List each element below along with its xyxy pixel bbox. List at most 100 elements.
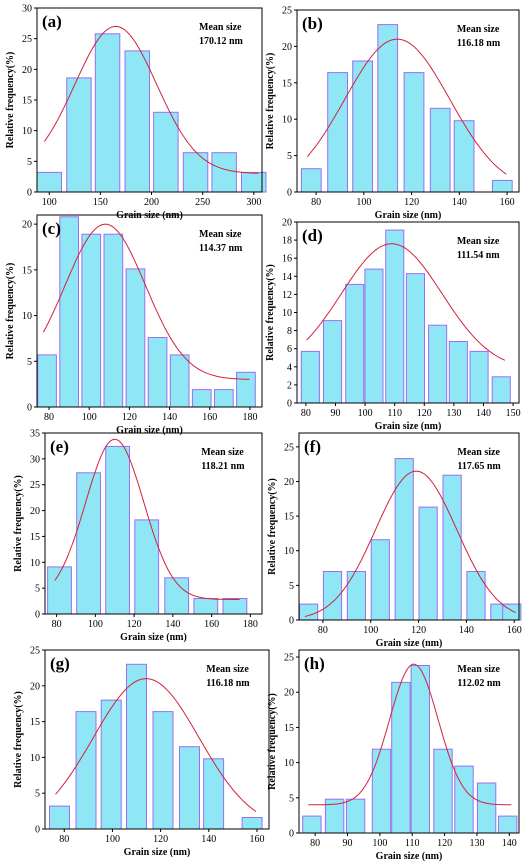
histogram-bar [300, 350, 320, 404]
gaussian-fit-line [304, 470, 516, 617]
mean-size-label: Mean size [199, 229, 242, 240]
y-tick-label: 25 [30, 646, 40, 657]
mean-size-label: Mean size [201, 447, 244, 458]
histogram-bar [191, 389, 212, 408]
panel-label: (a) [42, 12, 62, 31]
mean-size-label: Mean size [206, 664, 249, 675]
histogram-bar [211, 152, 237, 193]
histogram-bar [94, 33, 121, 193]
plot-frame [44, 432, 263, 615]
y-tick-label: 20 [22, 65, 32, 76]
histogram-bar [241, 817, 263, 830]
chart-panel-7: 80 100 120 140 160 0 5 10 15 20 25 Grain size (nm) R… [13, 646, 270, 858]
histogram-bar [371, 748, 392, 834]
x-tick-label: 120 [122, 412, 137, 423]
histogram-bar [169, 354, 190, 408]
histogram-bar [385, 229, 405, 404]
plot-frame [298, 432, 520, 621]
y-tick-label: 5 [287, 151, 292, 162]
y-tick-label: 30 [22, 4, 32, 15]
gaussian-fit-line [43, 25, 259, 174]
gaussian-fit-line [54, 438, 240, 600]
y-tick-label: 15 [284, 512, 294, 523]
histogram-bar [403, 72, 425, 193]
y-tick-label: 0 [35, 610, 40, 621]
x-axis-title: Grain size (nm) [120, 632, 187, 643]
histogram-bar [152, 711, 174, 830]
histogram-bar [410, 665, 431, 834]
y-axis-title: Relative frequency(%) [267, 478, 278, 575]
x-tick-label: 80 [301, 408, 311, 419]
panel-label: (f) [304, 437, 321, 456]
mean-size-label: Mean size [457, 664, 500, 675]
mean-size-value: 114.37 nm [199, 243, 243, 254]
mean-size-value: 118.21 nm [201, 461, 245, 472]
y-tick-label: 10 [282, 308, 292, 319]
y-tick-label: 15 [22, 265, 32, 276]
histogram-bar [498, 815, 518, 834]
x-tick-label: 90 [343, 838, 353, 849]
x-tick-label: 100 [88, 619, 103, 630]
plot-frame [298, 649, 520, 834]
mean-size-value: 170.12 nm [199, 36, 244, 47]
x-tick-label: 110 [387, 408, 402, 419]
mean-size-value: 116.18 nm [206, 678, 250, 689]
x-tick-label: 80 [311, 197, 321, 208]
x-tick-label: 100 [363, 625, 378, 636]
gaussian-fit-line [55, 678, 257, 813]
panel-label: (b) [302, 14, 323, 33]
x-tick-label: 120 [404, 197, 419, 208]
histogram-bar [236, 371, 256, 408]
y-tick-label: 12 [282, 290, 292, 301]
y-tick-label: 15 [30, 717, 40, 728]
y-tick-label: 15 [282, 78, 292, 89]
mean-size-label: Mean size [457, 236, 500, 247]
x-tick-label: 80 [59, 834, 69, 845]
y-tick-label: 25 [284, 442, 294, 453]
histogram-bar [476, 782, 497, 834]
histogram-bar [405, 273, 425, 404]
histogram-bar [36, 171, 62, 193]
y-tick-label: 16 [282, 254, 292, 265]
x-tick-label: 120 [417, 408, 432, 419]
x-axis-title: Grain size (nm) [375, 421, 442, 432]
y-tick-label: 15 [22, 96, 32, 107]
x-tick-label: 140 [162, 412, 177, 423]
histogram-bar [345, 283, 365, 404]
histogram-bar [394, 458, 414, 621]
histogram-bar [391, 681, 411, 834]
y-axis-title: Relative frequency(%) [13, 475, 24, 572]
y-tick-label: 18 [282, 236, 292, 247]
y-tick-label: 0 [287, 399, 292, 410]
y-tick-label: 20 [282, 42, 292, 53]
y-tick-label: 0 [35, 825, 40, 836]
mean-size-label: Mean size [457, 447, 500, 458]
x-tick-label: 120 [153, 834, 168, 845]
histogram-bar [49, 805, 70, 830]
y-tick-label: 5 [35, 584, 40, 595]
histogram-bar [124, 50, 150, 193]
x-tick-label: 140 [459, 625, 474, 636]
histogram-bar [433, 748, 453, 834]
histogram-bar [126, 663, 147, 830]
histogram-bar [193, 598, 219, 615]
y-tick-label: 0 [289, 829, 294, 840]
y-tick-label: 10 [30, 558, 40, 569]
x-axis-title: Grain size (nm) [116, 425, 183, 436]
y-axis-title: Relative frequency(%) [265, 53, 276, 150]
x-axis-title: Grain size (nm) [124, 847, 191, 858]
chart-panel-8: 80 90 100 110 120 130 140 0 5 10 15 20 25 Grain size … [267, 649, 520, 862]
x-tick-label: 140 [502, 838, 517, 849]
histogram-bar [182, 152, 209, 193]
x-tick-label: 80 [310, 838, 320, 849]
x-tick-label: 100 [42, 197, 57, 208]
gaussian-fit-line [307, 38, 507, 175]
panel-label: (e) [50, 437, 69, 456]
histogram-bar [466, 571, 486, 621]
histogram-bar [203, 758, 225, 830]
histogram-bar [428, 324, 448, 404]
y-tick-label: 10 [284, 758, 294, 769]
chart-panel-4: 80 90 100 110 120 130 140 150 0 2 4 6 8 10 12 14 16 18 20 G… [265, 218, 521, 433]
histogram-bar [179, 746, 200, 830]
histogram-bar [302, 815, 322, 834]
